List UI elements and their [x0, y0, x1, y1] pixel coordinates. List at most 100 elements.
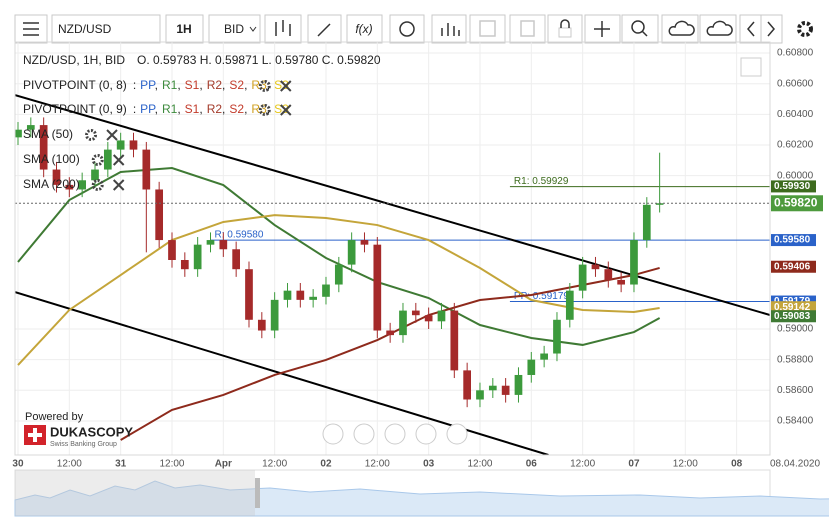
pan-right[interactable] [446, 423, 468, 445]
legend-separator: , [222, 78, 225, 92]
settings-icon[interactable] [91, 154, 104, 166]
candle-body [463, 370, 471, 400]
pan-left[interactable] [322, 423, 344, 445]
pivot-item: S2 [229, 102, 244, 116]
candle-body [219, 240, 228, 250]
candle-body [296, 290, 305, 300]
sma-legend: SMA (100) [23, 152, 80, 166]
remove-icon[interactable] [106, 129, 118, 141]
legend-separator: , [244, 78, 247, 92]
pencil-icon [317, 23, 331, 37]
y-tick-label: 0.60800 [777, 48, 814, 59]
legend-separator: , [267, 102, 270, 116]
navigator [14, 469, 829, 517]
legend-lead: : [133, 78, 136, 92]
candle-body [245, 269, 253, 320]
candle-body [617, 279, 625, 285]
candle-body [257, 319, 266, 331]
candle-body [155, 189, 164, 241]
legend-lead: : [133, 102, 136, 116]
price-tag-label: 0.59083 [774, 311, 811, 322]
candle-body [193, 244, 202, 270]
settings-icon[interactable] [797, 21, 813, 37]
y-tick-label: 0.60200 [777, 140, 814, 151]
upload-button[interactable] [661, 14, 699, 44]
legend-separator: , [199, 102, 202, 116]
lock-icon [558, 27, 572, 38]
y-tick-label: 0.59000 [777, 324, 814, 335]
back-button[interactable] [739, 14, 762, 44]
expand-button[interactable] [740, 57, 762, 77]
pivot-item: S3 [274, 102, 289, 116]
download-button[interactable] [699, 14, 737, 44]
lock-shackle [560, 19, 570, 28]
candle-body [91, 169, 99, 181]
legend-separator: , [177, 78, 180, 92]
remove-icon[interactable] [280, 104, 292, 116]
x-tick-label: 12:00 [467, 459, 492, 470]
remove-icon[interactable] [280, 80, 292, 92]
zoom-in[interactable] [415, 423, 437, 445]
y-tick-label: 0.60400 [777, 109, 814, 120]
toolbar: NZD/USD 1H BID f(x) [14, 14, 813, 44]
x-tick-label: 12:00 [57, 459, 82, 470]
powered-by: Powered by [25, 411, 84, 423]
reset-zoom[interactable] [384, 423, 406, 445]
volume-button[interactable] [431, 14, 467, 44]
legend-separator: , [244, 102, 247, 116]
navigator-handle[interactable] [255, 478, 260, 508]
candle-body [180, 259, 189, 270]
x-tick-label: 30 [12, 459, 24, 470]
settings-icon[interactable] [258, 80, 271, 92]
candle-body [142, 149, 151, 190]
function-button[interactable] [346, 14, 383, 44]
candle-body [309, 296, 317, 300]
zoom-icon [631, 20, 645, 34]
logo-cross [28, 428, 42, 442]
symbol-input[interactable] [51, 14, 161, 44]
candle-body [116, 140, 125, 150]
sma-legend: SMA (50) [23, 127, 73, 141]
candle-body [450, 310, 459, 371]
candle-body [399, 310, 407, 336]
x-tick-label: 03 [423, 459, 435, 470]
candle-body [232, 249, 241, 270]
legend: NZD/USD, 1H, BID O. 0.59783 H. 0.59871 L… [23, 53, 381, 191]
forward-icon [767, 21, 775, 37]
remove-icon[interactable] [112, 154, 125, 166]
zoom-handle [641, 30, 648, 37]
price-tag [771, 301, 816, 314]
info-button[interactable] [389, 14, 425, 44]
price-tag [771, 310, 816, 323]
candle-body [103, 149, 112, 170]
candle-body [642, 204, 651, 241]
navigator-area [14, 480, 829, 517]
navigator-mask [15, 470, 255, 516]
sma-line [17, 214, 660, 366]
forward-button[interactable] [760, 14, 783, 44]
x-tick-label: Apr [215, 459, 232, 470]
candle-body [52, 169, 61, 185]
y-tick-label: 0.60600 [777, 78, 814, 89]
zoom-out[interactable] [353, 423, 375, 445]
zoom-controls [322, 423, 468, 445]
settings-icon[interactable] [85, 129, 98, 141]
timeframe-button[interactable] [165, 14, 204, 44]
menu-icon [23, 22, 39, 36]
settings-icon[interactable] [258, 104, 271, 116]
candle-body [360, 240, 369, 245]
candle-body [488, 385, 497, 391]
x-tick-label: 08 [731, 459, 743, 470]
zoom-button[interactable] [621, 14, 659, 44]
function-text: f(x) [355, 22, 372, 36]
trendline [15, 94, 770, 316]
candle-body [591, 264, 600, 270]
report-icon [520, 20, 535, 37]
x-tick-label: 02 [320, 459, 332, 470]
candle-body [514, 374, 523, 395]
candle-body [553, 319, 561, 354]
price-tag-label: 0.59930 [774, 181, 811, 192]
pivot-label: R: 0.59580 [214, 230, 263, 241]
settings-icon[interactable] [91, 179, 104, 191]
remove-icon[interactable] [112, 179, 125, 191]
